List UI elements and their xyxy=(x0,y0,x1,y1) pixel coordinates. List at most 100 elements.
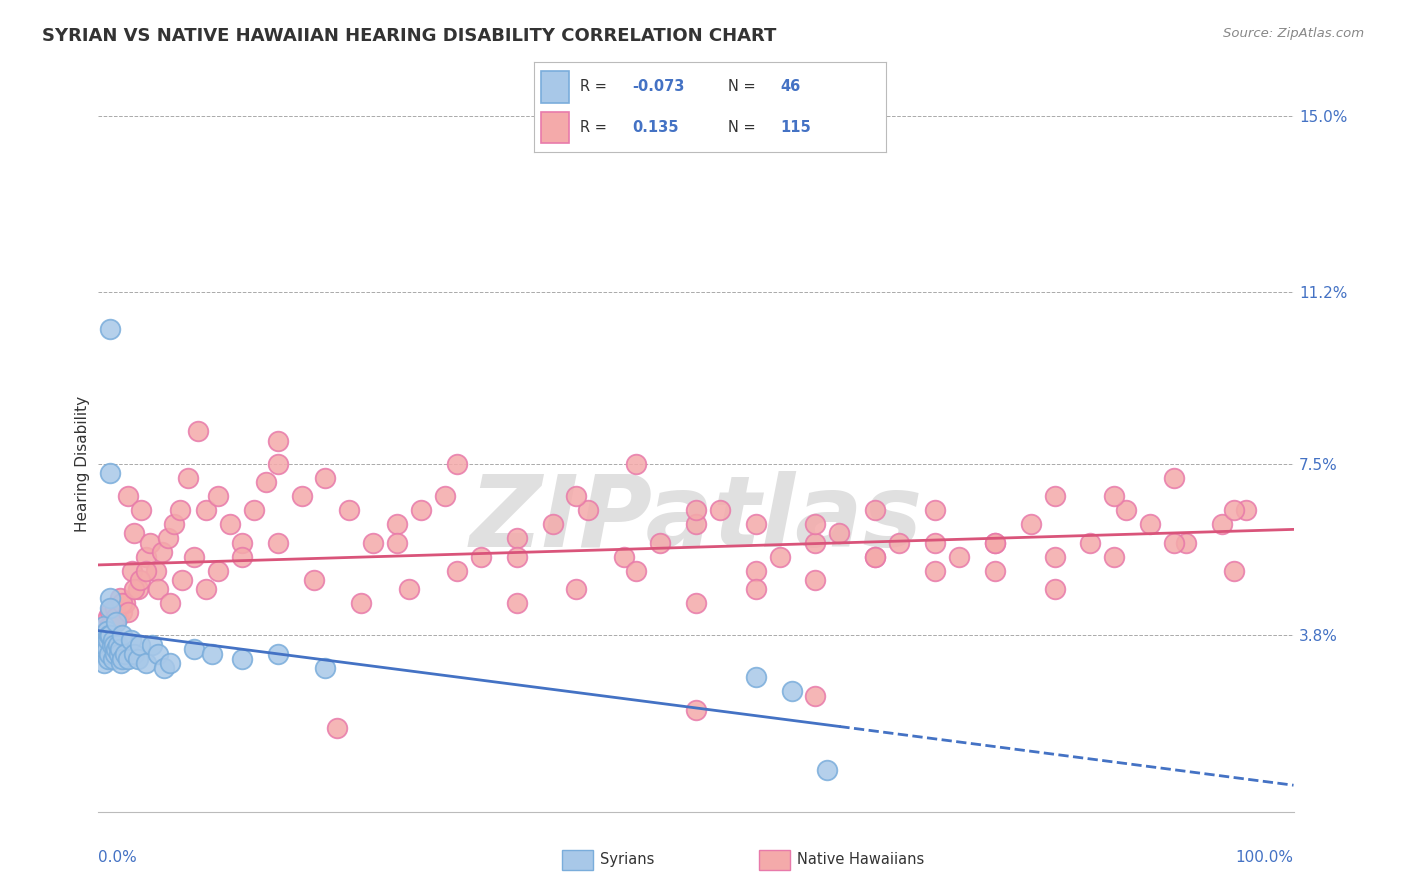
Point xyxy=(1163,471,1185,485)
Point xyxy=(804,535,827,549)
Point xyxy=(815,763,838,777)
Point xyxy=(315,661,337,675)
Point xyxy=(1102,549,1125,564)
Point xyxy=(804,573,827,587)
Point xyxy=(207,489,229,503)
Point xyxy=(159,657,181,671)
Point xyxy=(302,573,325,587)
Point xyxy=(117,605,139,619)
Point xyxy=(141,638,163,652)
Point xyxy=(145,564,167,578)
Point xyxy=(129,573,152,587)
Point xyxy=(339,503,360,517)
Point xyxy=(685,703,707,717)
Point xyxy=(626,457,648,471)
Point xyxy=(110,657,132,671)
Point xyxy=(96,642,118,657)
Point xyxy=(187,425,209,439)
Text: R =: R = xyxy=(581,120,607,135)
Point xyxy=(96,624,118,638)
Point xyxy=(1019,517,1042,532)
Point xyxy=(201,647,224,661)
Point xyxy=(97,633,120,648)
Point xyxy=(124,526,146,541)
Point xyxy=(194,503,218,517)
Point xyxy=(104,600,127,615)
Point xyxy=(111,651,134,665)
Point xyxy=(156,531,179,545)
Point xyxy=(446,457,468,471)
Point xyxy=(576,503,599,517)
Point xyxy=(148,582,170,596)
Point xyxy=(863,549,887,564)
Point xyxy=(804,517,827,532)
Point xyxy=(111,605,134,619)
Text: -0.073: -0.073 xyxy=(633,79,685,95)
Point xyxy=(948,549,970,564)
Point xyxy=(267,647,290,661)
Point xyxy=(153,661,176,675)
Point xyxy=(685,503,707,517)
Point xyxy=(243,503,266,517)
Point xyxy=(139,535,162,549)
Point xyxy=(1043,549,1066,564)
Point xyxy=(924,503,946,517)
Point xyxy=(267,434,290,448)
Point xyxy=(108,591,131,606)
Point xyxy=(565,489,588,503)
Point xyxy=(150,545,173,559)
Point xyxy=(163,517,186,532)
Text: 115: 115 xyxy=(780,120,811,135)
Point xyxy=(98,628,121,642)
Point xyxy=(169,503,191,517)
Point xyxy=(1102,489,1125,503)
Point xyxy=(828,526,851,541)
Point xyxy=(924,535,946,549)
Point xyxy=(291,489,314,503)
Point xyxy=(1211,517,1233,532)
Point xyxy=(93,628,115,642)
Point xyxy=(87,628,110,642)
Point xyxy=(804,689,827,703)
Point xyxy=(127,651,149,665)
Point xyxy=(172,573,194,587)
Point xyxy=(111,596,134,610)
Point xyxy=(124,582,146,596)
Point xyxy=(105,642,128,657)
Point xyxy=(107,638,129,652)
Point xyxy=(924,564,946,578)
Point xyxy=(183,642,205,657)
Y-axis label: Hearing Disability: Hearing Disability xyxy=(75,396,90,532)
Point xyxy=(131,503,153,517)
Point xyxy=(398,582,420,596)
Point xyxy=(506,596,529,610)
Point xyxy=(1139,517,1161,532)
Point xyxy=(1115,503,1137,517)
Point xyxy=(159,596,181,610)
Point xyxy=(117,651,139,665)
Point xyxy=(506,531,529,545)
Point xyxy=(114,596,136,610)
Point xyxy=(1222,503,1246,517)
Point xyxy=(100,638,122,652)
Point xyxy=(984,535,1007,549)
Text: Syrians: Syrians xyxy=(600,853,655,867)
Point xyxy=(1163,535,1185,549)
Bar xyxy=(541,112,569,143)
Text: N =: N = xyxy=(728,79,755,95)
Point xyxy=(183,549,205,564)
Point xyxy=(780,684,803,698)
Text: SYRIAN VS NATIVE HAWAIIAN HEARING DISABILITY CORRELATION CHART: SYRIAN VS NATIVE HAWAIIAN HEARING DISABI… xyxy=(42,27,776,45)
Point xyxy=(385,535,409,549)
Point xyxy=(98,591,122,606)
Point xyxy=(101,633,124,648)
Point xyxy=(114,647,136,661)
Text: Source: ZipAtlas.com: Source: ZipAtlas.com xyxy=(1223,27,1364,40)
Point xyxy=(121,564,143,578)
Point xyxy=(97,651,120,665)
Point xyxy=(129,638,152,652)
Point xyxy=(98,628,122,642)
Point xyxy=(315,471,337,485)
Point xyxy=(470,549,492,564)
Point xyxy=(117,489,139,503)
